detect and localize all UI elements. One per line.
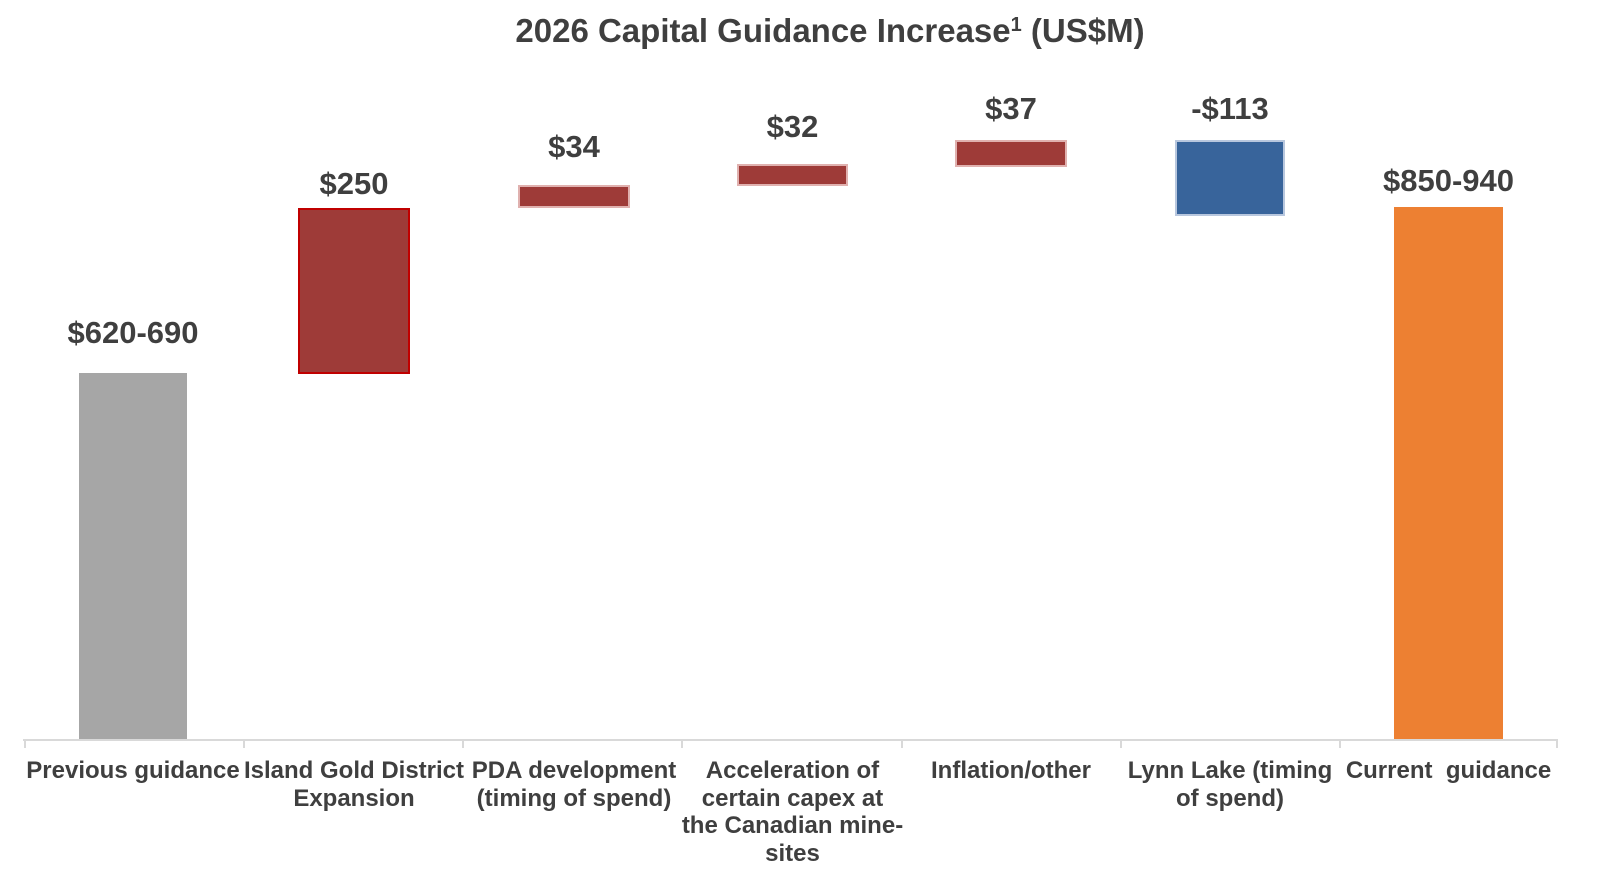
category-label-inflation-other: Inflation/other <box>931 757 1091 784</box>
bar-previous-guidance <box>79 373 187 740</box>
value-label-capex-acceleration: $32 <box>766 109 819 144</box>
value-label-previous-guidance: $620-690 <box>67 315 199 350</box>
x-axis-line <box>23 739 1558 741</box>
category-label-current-guidance: Current guidance <box>1345 757 1552 784</box>
category-label-previous-guidance: Previous guidance <box>26 757 240 784</box>
value-label-inflation-other: $37 <box>985 91 1037 126</box>
category-label-island-gold-expansion: Island Gold District Expansion <box>243 757 465 812</box>
category-label-capex-acceleration: Acceleration of certain capex at the Can… <box>681 757 904 867</box>
chart-title-suffix: (US$M) <box>1021 12 1145 49</box>
x-axis-tick <box>243 739 245 748</box>
bar-pda-development <box>518 185 630 208</box>
bar-inflation-other <box>955 140 1067 167</box>
x-axis-tick <box>462 739 464 748</box>
x-axis-tick <box>681 739 683 748</box>
chart-title: 2026 Capital Guidance Increase1 (US$M) <box>60 12 1600 50</box>
x-axis-tick <box>1339 739 1341 748</box>
value-label-current-guidance: $850-940 <box>1382 163 1514 198</box>
x-axis-tick <box>24 739 26 748</box>
value-label-lynn-lake: -$113 <box>1191 91 1269 126</box>
chart-title-superscript: 1 <box>1010 14 1022 36</box>
category-label-pda-development: PDA development (timing of spend) <box>471 757 677 812</box>
bar-capex-acceleration <box>737 164 848 186</box>
x-axis-tick <box>1120 739 1122 748</box>
value-label-pda-development: $34 <box>548 129 600 164</box>
bar-current-guidance <box>1394 207 1503 740</box>
chart-title-text: 2026 Capital Guidance Increase <box>515 12 1011 49</box>
x-axis-tick <box>901 739 903 748</box>
bar-island-gold-expansion <box>298 208 410 374</box>
category-label-lynn-lake: Lynn Lake (timing of spend) <box>1127 757 1333 812</box>
value-label-island-gold-expansion: $250 <box>319 166 389 201</box>
bar-lynn-lake <box>1175 140 1285 216</box>
x-axis-tick <box>1556 739 1558 748</box>
